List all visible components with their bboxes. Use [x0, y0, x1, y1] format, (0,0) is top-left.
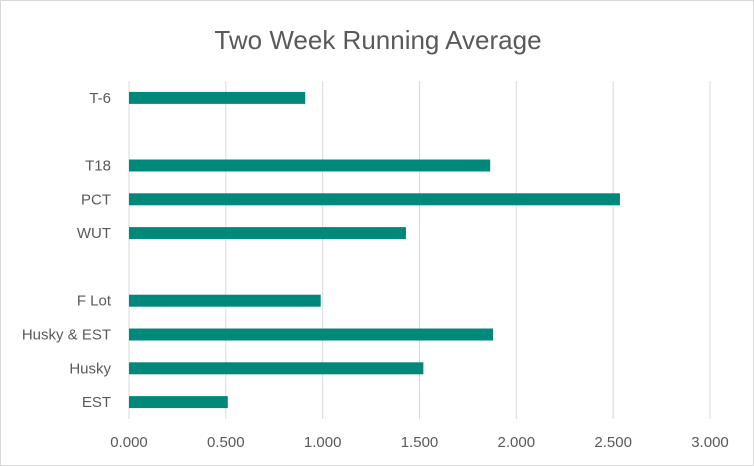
bar — [129, 294, 321, 307]
bar — [129, 396, 228, 409]
x-tick-label: 2.500 — [594, 434, 632, 451]
category-label: T-6 — [89, 90, 111, 107]
category-label: Husky & EST — [22, 327, 111, 344]
category-label: PCT — [81, 191, 111, 208]
x-tick-label: 1.000 — [304, 434, 342, 451]
bar — [129, 362, 424, 375]
x-tick-label: 3.000 — [691, 434, 729, 451]
x-axis-tick-labels: 0.000 0.500 1.000 1.500 2.000 2.500 3.000 — [110, 434, 729, 451]
bar — [129, 159, 491, 172]
category-label: T18 — [85, 158, 111, 175]
bar — [129, 193, 620, 206]
bar-layer — [129, 91, 620, 409]
grid-layer — [128, 81, 711, 419]
category-label: WUT — [77, 225, 111, 242]
bar — [129, 91, 306, 104]
x-tick-label: 0.000 — [110, 434, 148, 451]
category-labels: T-6 T18 PCT WUT F Lot Husky & EST Husky EST — [22, 90, 112, 411]
bar — [129, 328, 494, 341]
category-label: F Lot — [77, 293, 112, 310]
x-tick-label: 1.500 — [401, 434, 439, 451]
x-tick-label: 2.000 — [498, 434, 536, 451]
bar — [129, 227, 406, 240]
category-label: Husky — [69, 360, 111, 377]
chart-title: Two Week Running Average — [214, 25, 541, 55]
category-label: EST — [82, 394, 111, 411]
x-tick-label: 0.500 — [207, 434, 245, 451]
